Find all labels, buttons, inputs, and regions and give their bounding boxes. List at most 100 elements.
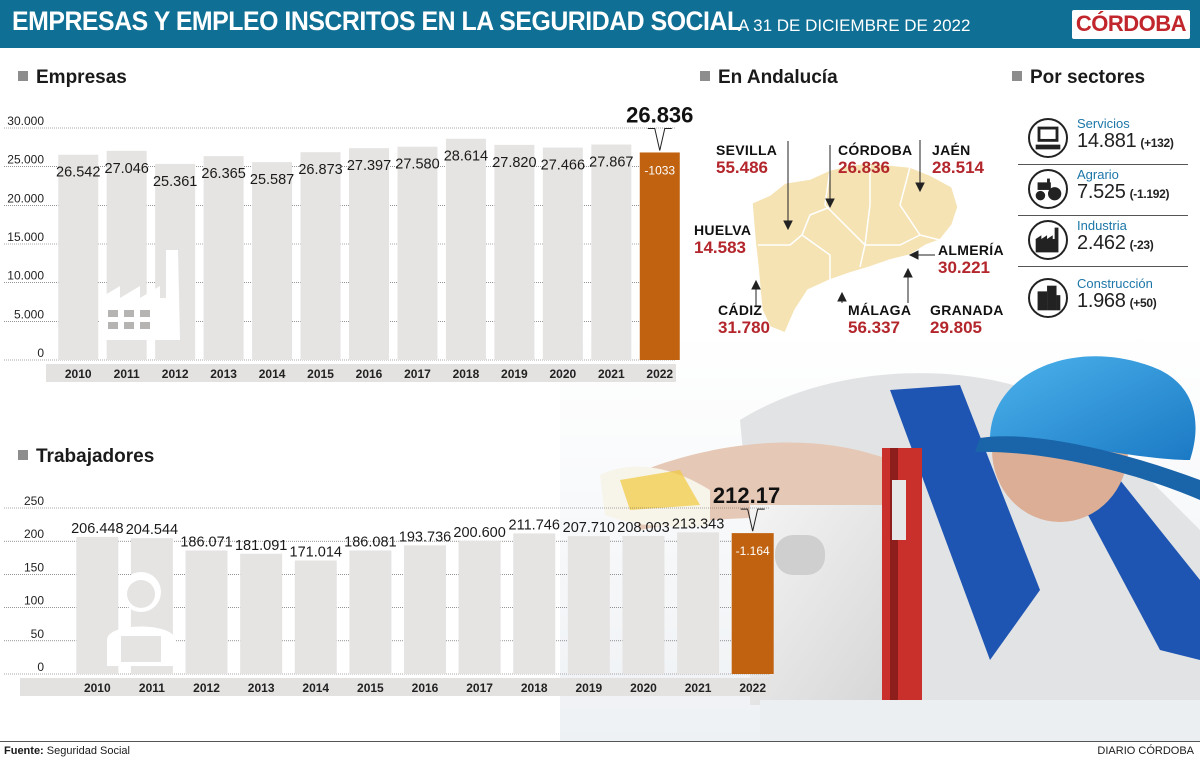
x-tick-label: 2018: [453, 367, 480, 381]
highlight-change-label: -1.164: [736, 544, 770, 558]
map-province-name: CÓRDOBA: [838, 142, 913, 158]
sector-value-number: 7.525: [1077, 181, 1126, 203]
bar-value-label: 26.365: [201, 166, 245, 182]
bar-2015: [349, 550, 392, 674]
y-tick-label: 5.000: [14, 307, 44, 321]
y-tick-label: 20.000: [7, 191, 44, 205]
bar-2012: [185, 550, 228, 674]
x-tick-label: 2014: [302, 681, 329, 695]
sector-value: 2.462 (-23): [1077, 232, 1154, 255]
map-label-granada: GRANADA 29.805: [930, 302, 1004, 336]
bar-value-label: 27.867: [589, 154, 633, 170]
bar-value-label: 27.397: [347, 158, 391, 174]
map-label-jaén: JAÉN 28.514: [932, 142, 984, 176]
bar-2020: [622, 535, 665, 674]
bar-value-label: 171.014: [290, 544, 342, 560]
trabajadores-bar-chart: 0 50 100 150 200 250 2010 206.448 2011 204.544 201…: [4, 483, 780, 696]
section-title-sectores: Por sectores: [1012, 67, 1145, 89]
bar-2014: [294, 560, 337, 674]
map-province-value: 29.805: [930, 318, 982, 337]
highlight-value-label: 26.836: [626, 102, 693, 127]
x-tick-label: 2016: [412, 681, 439, 695]
bar-value-label: 27.046: [105, 161, 149, 177]
footer-source: Fuente: Seguridad Social: [4, 745, 130, 757]
x-tick-label: 2020: [549, 367, 576, 381]
map-province-value: 55.486: [716, 158, 768, 177]
bar-2013: [203, 156, 244, 360]
map-province-name: HUELVA: [694, 222, 752, 238]
map-label-almería: ALMERÍA 30.221: [938, 242, 1004, 276]
brand-logo-text: CÓRDOBA: [1075, 11, 1187, 36]
page-title: EMPRESAS Y EMPLEO INSCRITOS EN LA SEGURI…: [12, 6, 742, 36]
y-tick-label: 100: [24, 594, 44, 608]
section-title-empresas-text: Empresas: [36, 67, 127, 88]
x-tick-label: 2010: [65, 367, 92, 381]
sector-change: (+50): [1129, 296, 1157, 310]
bar-value-label: 211.746: [509, 517, 560, 533]
map-label-huelva: HUELVA 14.583: [694, 222, 751, 256]
sector-name: Industria: [1077, 218, 1127, 233]
bar-2018: [445, 138, 486, 360]
sector-industria: Industria 2.462 (-23): [1018, 217, 1188, 263]
map-province-name: GRANADA: [930, 302, 1004, 318]
x-tick-label: 2022: [739, 681, 766, 695]
map-province-value: 30.221: [938, 258, 990, 277]
y-tick-label: 30.000: [7, 114, 44, 128]
brand-logo: CÓRDOBA: [1072, 10, 1190, 39]
x-tick-label: 2019: [501, 367, 528, 381]
y-tick-label: 250: [24, 494, 44, 508]
sector-name: Construcción: [1077, 276, 1153, 291]
bar-2022: [639, 152, 680, 360]
x-tick-label: 2011: [139, 681, 165, 695]
y-tick-label: 0: [37, 346, 44, 360]
bar-2014: [252, 162, 293, 360]
x-axis-band: [46, 364, 676, 382]
factory-icon: [100, 250, 180, 340]
bar-2017: [458, 540, 501, 674]
x-tick-label: 2011: [114, 367, 140, 381]
sector-change: (-23): [1129, 238, 1154, 252]
x-tick-label: 2012: [162, 367, 189, 381]
bar-value-label: 28.614: [444, 149, 488, 165]
x-tick-label: 2013: [248, 681, 275, 695]
map-province-name: SEVILLA: [716, 142, 778, 158]
map-province-value: 26.836: [838, 158, 890, 177]
bar-2019: [567, 536, 610, 674]
worker-person-icon: [107, 572, 175, 666]
section-title-trabajadores: Trabajadores: [18, 446, 154, 468]
y-tick-label: 15.000: [7, 230, 44, 244]
map-province-value: 28.514: [932, 158, 984, 177]
highlight-pointer: [740, 508, 765, 532]
building-icon: [1028, 278, 1068, 318]
x-tick-label: 2015: [307, 367, 334, 381]
sector-divider: [1018, 266, 1188, 267]
map-label-málaga: MÁLAGA 56.337: [848, 302, 911, 336]
map-province-name: JAÉN: [932, 142, 971, 158]
map-province-value: 31.780: [718, 318, 770, 337]
x-tick-label: 2016: [356, 367, 383, 381]
map-province-value: 56.337: [848, 318, 900, 337]
sector-change: (+132): [1140, 136, 1174, 150]
bar-value-label: 181.091: [235, 538, 287, 554]
x-tick-label: 2019: [575, 681, 602, 695]
andalucia-shape: [751, 162, 959, 334]
bar-2016: [404, 545, 446, 674]
section-title-sectores-text: Por sectores: [1030, 67, 1146, 88]
map-label-córdoba: CÓRDOBA 26.836: [838, 142, 912, 176]
x-tick-label: 2013: [210, 367, 237, 381]
sector-change: (-1.192): [1129, 187, 1170, 201]
sector-value-number: 1.968: [1077, 290, 1126, 312]
sector-agrario: Agrario 7.525 (-1.192): [1018, 166, 1188, 212]
computer-icon: [1028, 118, 1068, 158]
bar-2020: [542, 147, 583, 360]
section-title-trabajadores-text: Trabajadores: [36, 446, 155, 467]
bar-value-label: 213.343: [672, 516, 724, 532]
map-province-name: CÁDIZ: [718, 302, 763, 318]
sector-value: 14.881 (+132): [1077, 130, 1174, 153]
sector-divider: [1018, 164, 1188, 165]
factory-icon: [1028, 220, 1068, 260]
page-subtitle: A 31 DE DICIEMBRE DE 2022: [738, 16, 971, 35]
y-tick-label: 150: [24, 560, 44, 574]
bar-value-label: 186.071: [180, 534, 232, 550]
y-tick-label: 10.000: [7, 269, 44, 283]
